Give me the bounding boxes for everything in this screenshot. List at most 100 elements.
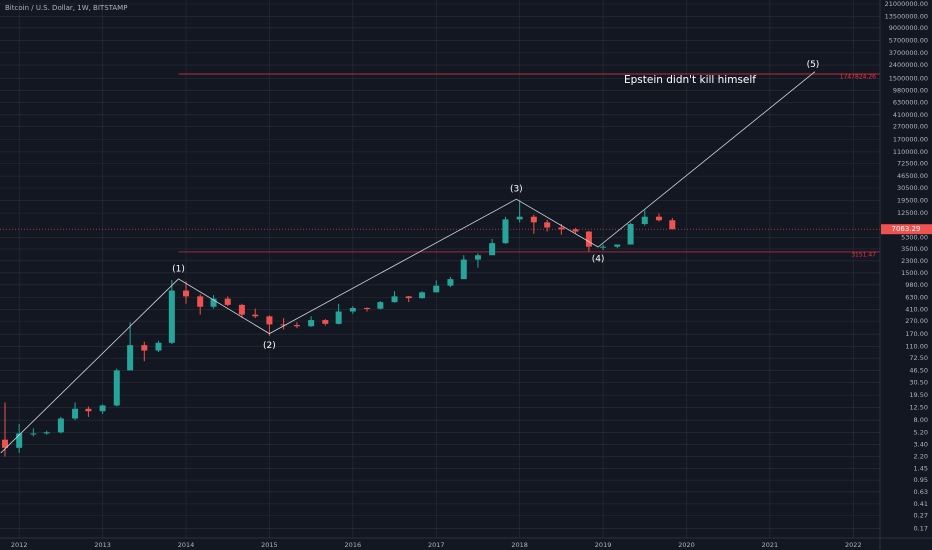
candle-body bbox=[585, 231, 592, 247]
axes: 21000000.00 13500000.00 9000000.00 5700000.… bbox=[11, 0, 932, 549]
candle-body bbox=[419, 292, 426, 299]
y-tick-label: 3.40 bbox=[914, 440, 928, 448]
candle-body bbox=[99, 405, 106, 412]
candle-body bbox=[335, 311, 342, 324]
candle-body bbox=[30, 433, 37, 435]
y-tick-label: 270000.00 bbox=[893, 123, 928, 131]
y-tick-label: 30.50 bbox=[909, 379, 928, 387]
y-tick-label: 12.50 bbox=[909, 404, 928, 412]
price-label: 7063.29 bbox=[892, 225, 921, 233]
candle-body bbox=[2, 439, 9, 448]
y-tick-label: 0.17 bbox=[914, 525, 928, 533]
x-tick-label: 2015 bbox=[261, 541, 278, 549]
y-tick-label: 30500.00 bbox=[897, 184, 928, 192]
y-tick-label: 0.95 bbox=[914, 476, 928, 484]
y-tick-label: 2.20 bbox=[914, 453, 928, 461]
x-tick-label: 2013 bbox=[94, 541, 111, 549]
plot: 1747824.26 3151.47 (1) (2) (3) (4) (5) Epstein … bbox=[0, 60, 880, 457]
grid bbox=[0, 0, 880, 538]
candle-body bbox=[183, 290, 190, 297]
x-tick-label: 2014 bbox=[178, 541, 195, 549]
x-tick-label: 2020 bbox=[678, 541, 695, 549]
y-tick-label: 2400000.00 bbox=[889, 61, 928, 69]
x-tick-label: 2021 bbox=[762, 541, 779, 549]
candle-body bbox=[433, 285, 440, 293]
candle-body bbox=[280, 324, 287, 326]
x-tick-label: 2022 bbox=[845, 541, 862, 549]
candle-body bbox=[669, 220, 676, 230]
candle-body bbox=[474, 255, 481, 260]
x-tick-label: 2017 bbox=[428, 541, 445, 549]
y-tick-label: 630.00 bbox=[905, 293, 928, 301]
y-tick-label: 5300.00 bbox=[901, 233, 928, 241]
candle-body bbox=[516, 216, 523, 220]
y-tick-label: 19.50 bbox=[909, 391, 928, 399]
y-tick-label: 13500000.00 bbox=[885, 12, 928, 20]
y-tick-label: 410.00 bbox=[905, 305, 928, 313]
wave-label: (2) bbox=[263, 341, 276, 351]
candle-body bbox=[502, 219, 509, 244]
candle-body bbox=[405, 296, 412, 299]
candle-body bbox=[391, 296, 398, 303]
candle-body bbox=[627, 223, 634, 245]
y-tick-label: 0.41 bbox=[914, 500, 928, 508]
y-tick-label: 270.00 bbox=[905, 317, 928, 325]
candle-body bbox=[489, 243, 496, 256]
price-badge bbox=[881, 224, 932, 235]
y-tick-label: 980000.00 bbox=[893, 86, 928, 94]
candle-body bbox=[72, 408, 79, 419]
candle-body bbox=[155, 342, 162, 351]
y-tick-label: 3700000.00 bbox=[889, 49, 928, 57]
y-tick-label: 72500.00 bbox=[897, 160, 928, 168]
x-tick-label: 2018 bbox=[511, 541, 528, 549]
x-tick-label: 2019 bbox=[595, 541, 612, 549]
y-tick-label: 3500.00 bbox=[901, 245, 928, 253]
candle-body bbox=[238, 304, 245, 315]
candle-body bbox=[210, 298, 217, 307]
y-tick-label: 5700000.00 bbox=[889, 37, 928, 45]
y-tick-label: 2300.00 bbox=[901, 257, 928, 265]
candle-body bbox=[127, 345, 134, 371]
wave-label: (1) bbox=[172, 264, 185, 274]
annotation: Epstein didn't kill himself bbox=[624, 74, 756, 86]
candle-body bbox=[364, 308, 371, 310]
candle-body bbox=[544, 222, 551, 228]
candle-body bbox=[460, 259, 467, 280]
candle-body bbox=[224, 298, 231, 305]
candle-body bbox=[57, 418, 64, 433]
y-tick-label: 46.50 bbox=[909, 367, 928, 375]
y-tick-label: 410000.00 bbox=[893, 111, 928, 119]
x-tick-label: 2012 bbox=[11, 541, 28, 549]
candle-body bbox=[614, 244, 621, 247]
candle-body bbox=[168, 290, 175, 343]
wave-label: (3) bbox=[510, 185, 523, 195]
candle-body bbox=[530, 216, 537, 223]
wave-line bbox=[0, 71, 816, 454]
y-tick-label: 980.00 bbox=[905, 281, 928, 289]
level-label: 1747824.26 bbox=[840, 74, 876, 81]
candle-body bbox=[322, 320, 329, 324]
y-tick-label: 110000.00 bbox=[893, 148, 928, 156]
chart-title: Bitcoin / U.S. Dollar, 1W, BITSTAMP bbox=[5, 4, 127, 12]
y-tick-label: 170.00 bbox=[905, 330, 928, 338]
candle-body bbox=[141, 345, 148, 351]
candle-body bbox=[572, 229, 579, 232]
y-tick-label: 72.50 bbox=[909, 354, 928, 362]
y-tick-label: 110.00 bbox=[905, 342, 928, 350]
y-tick-label: 19500.00 bbox=[897, 197, 928, 205]
y-tick-label: 21000000.00 bbox=[885, 0, 928, 8]
y-tick-label: 46500.00 bbox=[897, 172, 928, 180]
candle-body bbox=[113, 370, 120, 406]
y-tick-label: 1500000.00 bbox=[889, 74, 928, 82]
y-tick-label: 8.00 bbox=[914, 416, 928, 424]
y-tick-label: 5.20 bbox=[914, 428, 928, 436]
candle-body bbox=[293, 325, 300, 327]
level-label: 3151.47 bbox=[851, 251, 876, 258]
candle-body bbox=[308, 320, 315, 327]
y-tick-label: 170000.00 bbox=[893, 136, 928, 144]
candle-body bbox=[447, 279, 454, 286]
candle-body bbox=[266, 316, 273, 325]
candle-body bbox=[197, 296, 204, 307]
